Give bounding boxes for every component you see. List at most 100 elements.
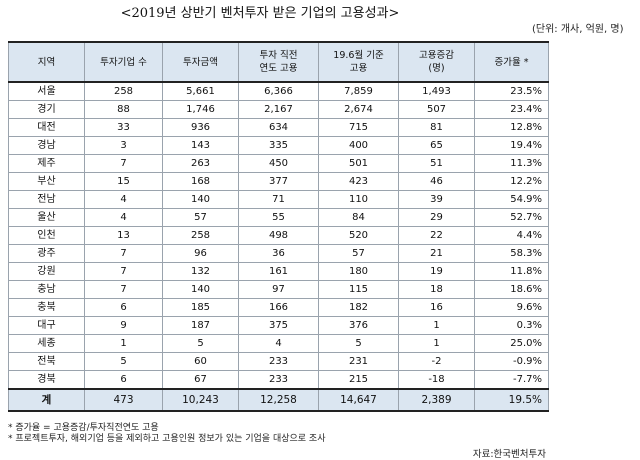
cell-col-june-employment: 231 xyxy=(318,352,399,371)
header-col-investment-amount: 투자금액 xyxy=(162,41,239,83)
table-row: 제주 7 263 450 501 51 11.3% xyxy=(8,154,549,173)
cell-col-june-employment: 180 xyxy=(318,262,399,281)
cell-col-investment-amount: 936 xyxy=(162,118,239,137)
cell-col-employment-change: 16 xyxy=(398,298,475,317)
cell-col-investment-amount: 258 xyxy=(162,226,239,245)
footnote-scope: * 프로젝트투자, 해외기업 등을 제외하고 고용인원 정보가 있는 기업을 대… xyxy=(8,434,326,444)
cell-col-growth-rate: 52.7% xyxy=(474,208,549,227)
cell-col-employment-change: 22 xyxy=(398,226,475,245)
table-row: 경기 88 1,746 2,167 2,674 507 23.4% xyxy=(8,100,549,119)
employment-table: 지역 투자기업 수 투자금액 투자 직전 연도 고용 19.6월 기준 고용 고용증감 (… xyxy=(8,41,549,412)
cell-col-prior-employment: 450 xyxy=(238,154,319,173)
cell-col-prior-employment: 166 xyxy=(238,298,319,317)
source-note: 자료:한국벤처투자 xyxy=(472,449,546,460)
cell-col-growth-rate: 23.4% xyxy=(474,100,549,119)
cell-col-region: 부산 xyxy=(8,172,85,191)
cell-col-prior-employment: 233 xyxy=(238,370,319,390)
cell-col-employment-change: 19 xyxy=(398,262,475,281)
cell-col-investment-amount: 5,661 xyxy=(162,81,239,101)
cell-col-company-count: 258 xyxy=(84,81,163,101)
table-row: 광주 7 96 36 57 21 58.3% xyxy=(8,244,549,263)
cell-col-june-employment: 2,674 xyxy=(318,100,399,119)
cell-col-june-employment: 115 xyxy=(318,280,399,299)
cell-col-prior-employment: 498 xyxy=(238,226,319,245)
cell-col-prior-employment: 335 xyxy=(238,136,319,155)
cell-col-employment-change: 21 xyxy=(398,244,475,263)
cell-col-region: 서울 xyxy=(8,81,85,101)
table-row: 울산 4 57 55 84 29 52.7% xyxy=(8,208,549,227)
table-row: 대구 9 187 375 376 1 0.3% xyxy=(8,316,549,335)
cell-col-june-employment: 376 xyxy=(318,316,399,335)
cell-col-region: 울산 xyxy=(8,208,85,227)
cell-col-growth-rate: 12.8% xyxy=(474,118,549,137)
cell-col-prior-employment: 97 xyxy=(238,280,319,299)
cell-col-region: 경기 xyxy=(8,100,85,119)
cell-col-region: 대전 xyxy=(8,118,85,137)
cell-col-employment-change: -18 xyxy=(398,370,475,390)
cell-col-june-employment: 84 xyxy=(318,208,399,227)
cell-col-investment-amount: 263 xyxy=(162,154,239,173)
header-col-growth-rate: 증가율 * xyxy=(474,41,549,83)
cell-col-growth-rate: 11.8% xyxy=(474,262,549,281)
cell-col-company-count: 473 xyxy=(84,388,163,412)
cell-col-investment-amount: 185 xyxy=(162,298,239,317)
footnotes: * 증가율 = 고용증감/투자직전연도 고용 * 프로젝트투자, 해외기업 등을… xyxy=(8,423,326,445)
cell-col-employment-change: 29 xyxy=(398,208,475,227)
cell-col-region: 세종 xyxy=(8,334,85,353)
cell-col-prior-employment: 161 xyxy=(238,262,319,281)
cell-col-june-employment: 215 xyxy=(318,370,399,390)
cell-col-growth-rate: 54.9% xyxy=(474,190,549,209)
cell-col-prior-employment: 375 xyxy=(238,316,319,335)
cell-col-company-count: 1 xyxy=(84,334,163,353)
cell-col-employment-change: 46 xyxy=(398,172,475,191)
cell-col-growth-rate: -7.7% xyxy=(474,370,549,390)
cell-col-growth-rate: 12.2% xyxy=(474,172,549,191)
table-row: 충북 6 185 166 182 16 9.6% xyxy=(8,298,549,317)
cell-col-june-employment: 5 xyxy=(318,334,399,353)
cell-col-region: 충북 xyxy=(8,298,85,317)
cell-col-investment-amount: 140 xyxy=(162,280,239,299)
cell-col-june-employment: 501 xyxy=(318,154,399,173)
cell-col-prior-employment: 2,167 xyxy=(238,100,319,119)
cell-col-employment-change: 2,389 xyxy=(398,388,475,412)
cell-col-employment-change: 39 xyxy=(398,190,475,209)
cell-col-company-count: 9 xyxy=(84,316,163,335)
cell-col-region: 전북 xyxy=(8,352,85,371)
cell-col-company-count: 6 xyxy=(84,370,163,390)
cell-col-investment-amount: 10,243 xyxy=(162,388,239,412)
cell-col-employment-change: 1,493 xyxy=(398,81,475,101)
cell-col-growth-rate: 19.5% xyxy=(474,388,549,412)
cell-col-company-count: 88 xyxy=(84,100,163,119)
header-col-region: 지역 xyxy=(8,41,85,83)
total-row: 계 473 10,243 12,258 14,647 2,389 19.5% xyxy=(8,388,549,412)
header-row: 지역 투자기업 수 투자금액 투자 직전 연도 고용 19.6월 기준 고용 고용증감 (… xyxy=(8,41,549,83)
cell-col-june-employment: 182 xyxy=(318,298,399,317)
table-row: 인천 13 258 498 520 22 4.4% xyxy=(8,226,549,245)
cell-col-prior-employment: 233 xyxy=(238,352,319,371)
cell-col-growth-rate: 9.6% xyxy=(474,298,549,317)
table-row: 전북 5 60 233 231 -2 -0.9% xyxy=(8,352,549,371)
cell-col-growth-rate: 18.6% xyxy=(474,280,549,299)
cell-col-investment-amount: 96 xyxy=(162,244,239,263)
cell-col-investment-amount: 140 xyxy=(162,190,239,209)
cell-col-company-count: 7 xyxy=(84,154,163,173)
cell-col-region: 인천 xyxy=(8,226,85,245)
cell-col-prior-employment: 36 xyxy=(238,244,319,263)
cell-col-region: 전남 xyxy=(8,190,85,209)
cell-col-company-count: 15 xyxy=(84,172,163,191)
cell-col-company-count: 7 xyxy=(84,244,163,263)
cell-col-investment-amount: 132 xyxy=(162,262,239,281)
cell-col-investment-amount: 60 xyxy=(162,352,239,371)
table-row: 경북 6 67 233 215 -18 -7.7% xyxy=(8,370,549,390)
cell-col-june-employment: 57 xyxy=(318,244,399,263)
cell-col-investment-amount: 57 xyxy=(162,208,239,227)
cell-col-prior-employment: 55 xyxy=(238,208,319,227)
cell-col-june-employment: 14,647 xyxy=(318,388,399,412)
cell-col-region: 충남 xyxy=(8,280,85,299)
cell-col-company-count: 4 xyxy=(84,208,163,227)
cell-col-region: 제주 xyxy=(8,154,85,173)
cell-col-employment-change: 507 xyxy=(398,100,475,119)
cell-col-company-count: 5 xyxy=(84,352,163,371)
cell-col-company-count: 7 xyxy=(84,280,163,299)
table-title: <2019년 상반기 벤처투자 받은 기업의 고용성과> xyxy=(120,6,400,21)
